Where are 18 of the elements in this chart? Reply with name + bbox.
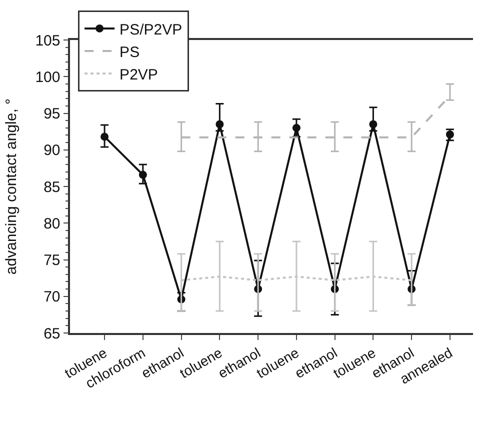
point: [100, 132, 109, 141]
y-axis-title: advancing contact angle, °: [2, 98, 20, 275]
legend-label: PS: [120, 44, 140, 61]
y-tick-label: 85: [44, 178, 60, 196]
y-tick-label: 80: [44, 215, 60, 232]
point: [369, 120, 378, 128]
y-tick-label: 100: [35, 68, 60, 86]
y-tick-label: 105: [35, 32, 60, 50]
y-tick-label: 70: [44, 288, 60, 306]
y-tick-label: 90: [44, 142, 60, 160]
legend-label: PS/P2VP: [120, 21, 182, 38]
point: [216, 120, 224, 128]
point: [138, 170, 147, 179]
point: [292, 124, 300, 132]
y-tick-label: 65: [44, 325, 60, 342]
y-tick-label: 75: [44, 252, 60, 269]
legend-label: P2VP: [120, 66, 158, 84]
y-tick-label: 95: [44, 106, 60, 122]
